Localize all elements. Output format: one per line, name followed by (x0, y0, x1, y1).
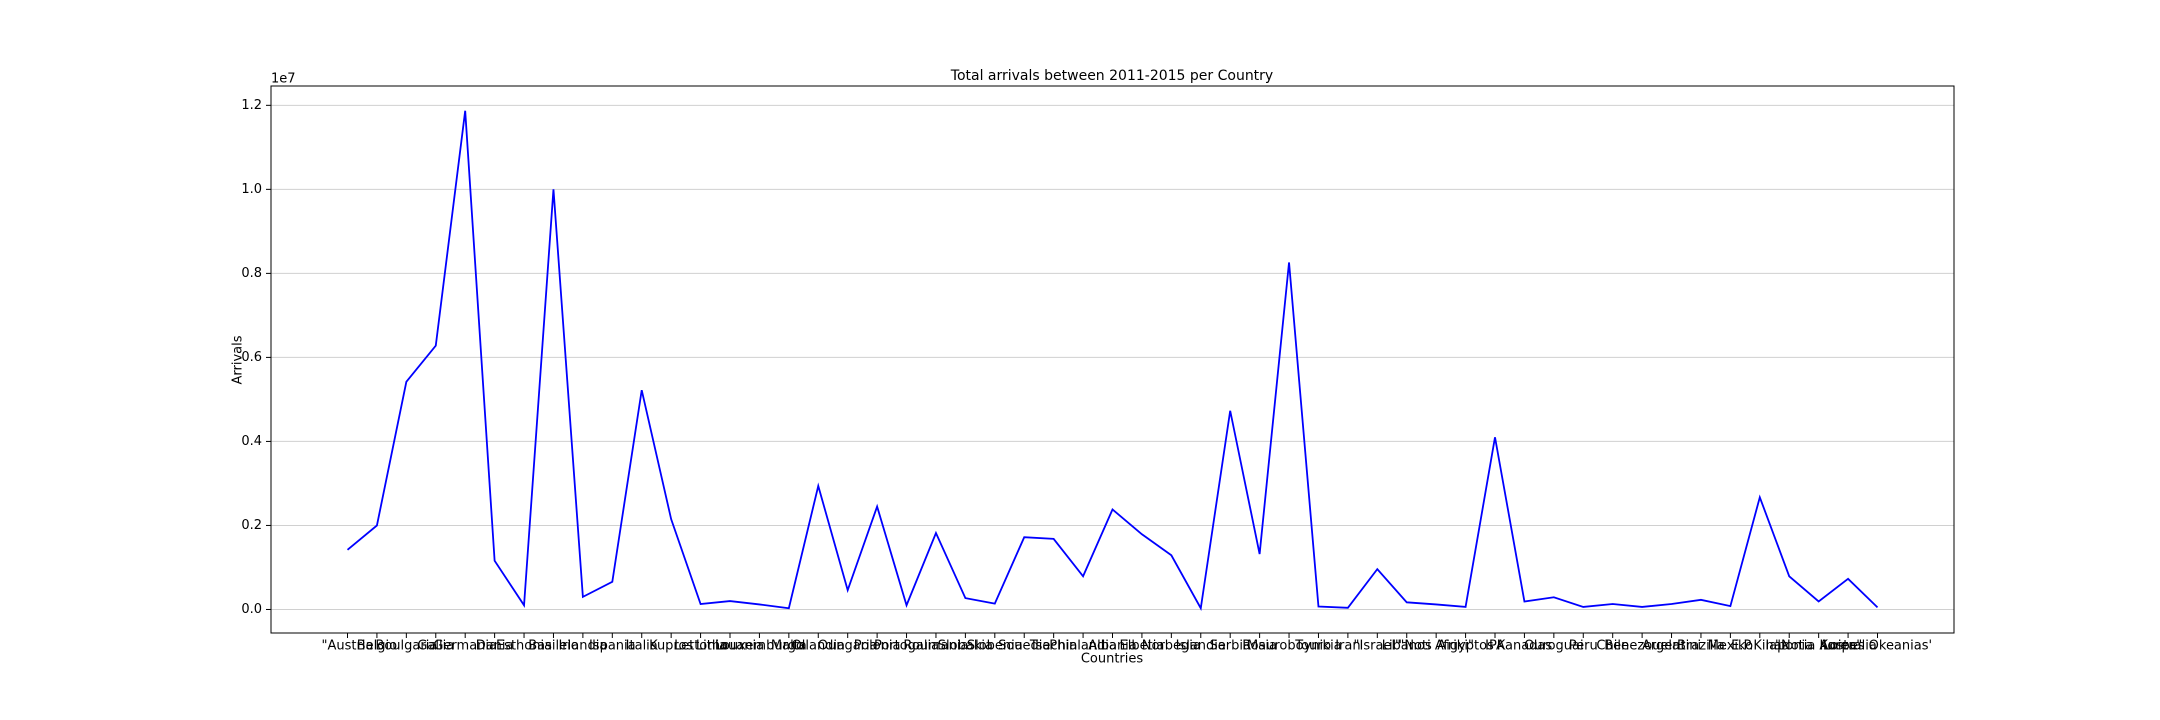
x-tick-label: Tourkia (1294, 639, 1341, 654)
x-tick-label: Gallia (417, 639, 454, 654)
x-tick-label: Oungaria (818, 639, 878, 654)
x-tick-label: Malta (771, 639, 807, 654)
y-tick-label: 1.0 (241, 182, 262, 197)
y-axis-label: Arrivals (231, 335, 246, 384)
x-tick-label: Lettonia (674, 639, 727, 654)
x-tick-label: Slobakia (938, 639, 993, 654)
x-tick-label: Brazilia (1677, 639, 1725, 654)
x-tick-label: Ouroguai (1524, 639, 1584, 654)
x-tick-label: Louxemburgo (715, 639, 804, 654)
x-tick-label: Kupros (649, 639, 693, 654)
x-tick-label: Libanos (1382, 639, 1432, 654)
y-tick-label: 0.0 (241, 602, 262, 617)
x-tick-label: Kanadas (1497, 639, 1553, 654)
plot-frame (270, 85, 1955, 634)
x-tick-label: Peru (1569, 639, 1598, 654)
x-tick-label: Portogalia (874, 639, 939, 654)
x-tick-label: "Noti Afriki" (1398, 639, 1474, 654)
y-tick-label: 0.8 (241, 266, 262, 281)
x-tick-label: Ollandia (792, 639, 846, 654)
x-tick-label: Mauroboynio (1247, 639, 1331, 654)
x-tick-label: Polonia (854, 639, 901, 654)
x-tick-label: Belgio (357, 639, 397, 654)
x-tick-label: Phinlandia (1049, 639, 1117, 654)
x-tick-label: Boulgaria (375, 639, 437, 654)
x-tick-label: Irlandia (558, 639, 607, 654)
x-tick-label: Roumania (903, 639, 968, 654)
x-tick-label: Elbetia (1120, 639, 1165, 654)
x-tick-label: Argentini (1642, 639, 1701, 654)
x-tick-label: Rosia (1242, 639, 1277, 654)
x-tick-label: Germania (433, 639, 497, 654)
x-tick-label: Lithouania (696, 639, 764, 654)
x-tick-label: Souedia (998, 639, 1050, 654)
y-tick-label: 1.2 (241, 98, 262, 113)
data-line (346, 110, 1879, 611)
x-tick-label: Serbia (1209, 639, 1250, 654)
x-tick-label: Aigyptos (1437, 639, 1494, 654)
x-tick-label: Tsechia (1029, 639, 1078, 654)
y-offset-label: 1e7 (271, 72, 296, 87)
x-tick-label: Mexiko (1708, 639, 1753, 654)
chart-title: Total arrivals between 2011-2015 per Cou… (950, 68, 1273, 84)
x-tick-label: Ispania (589, 639, 636, 654)
x-tick-label: Slobenia (967, 639, 1023, 654)
y-tick-label: 0.4 (241, 434, 262, 449)
x-tick-label: Norbegia (1142, 639, 1201, 654)
x-tick-label: E.P.Kinas (1731, 639, 1789, 654)
x-tick-label: Basileio (528, 639, 578, 654)
x-tick-label: IPA (1485, 639, 1505, 654)
x-tick-label: Australia (1819, 639, 1877, 654)
x-tick-label: Benezouela (1604, 639, 1680, 654)
x-tick-label: Italia (626, 639, 658, 654)
x-tick-label: Esthonia (496, 639, 552, 654)
x-tick-label: Dania (476, 639, 514, 654)
x-tick-label: Islandia (1176, 639, 1226, 654)
x-tick-label: Chile (1596, 639, 1629, 654)
x-tick-label: Iran (1335, 639, 1360, 654)
x-tick-label: "Notia Korea" (1775, 639, 1862, 654)
x-axis-label: Countries (1081, 652, 1144, 667)
x-tick-label: Albania (1088, 639, 1137, 654)
x-tick-label: "Austria (322, 639, 374, 654)
y-tick-label: 0.6 (241, 350, 262, 365)
y-tick-label: 0.2 (241, 518, 262, 533)
x-tick-label: Iaponia (1765, 639, 1813, 654)
x-tick-label: Loipes Okeanias' (1823, 639, 1932, 654)
x-tick-label: "Israel" (1354, 639, 1402, 654)
